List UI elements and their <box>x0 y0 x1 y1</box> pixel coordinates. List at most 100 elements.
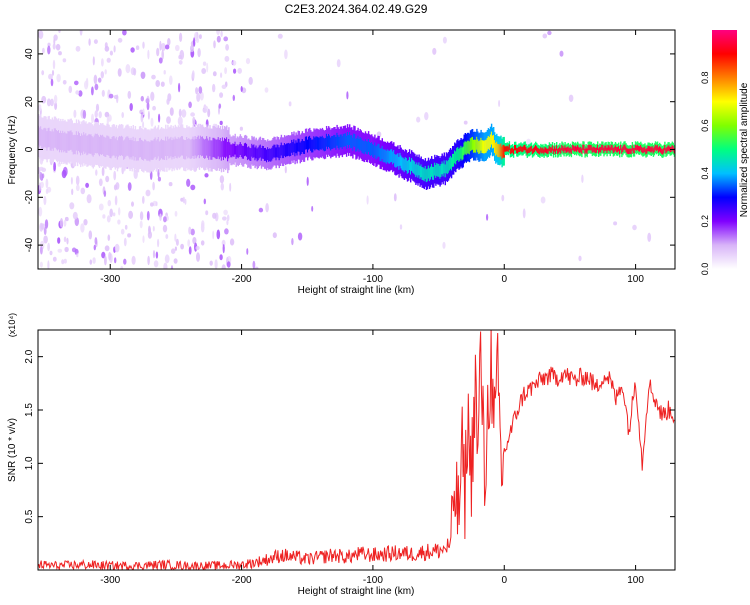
heatmap-speckle <box>41 167 47 172</box>
ridge-core <box>203 138 205 158</box>
heatmap-speckle <box>204 173 209 178</box>
ridge-core <box>370 143 372 156</box>
ridge-core <box>435 165 437 178</box>
heatmap-speckle <box>336 59 341 68</box>
ridge-core <box>549 147 552 153</box>
ridge-core <box>272 145 274 159</box>
ridge-core <box>525 147 527 153</box>
heatmap-speckle <box>49 250 53 256</box>
ridge-core <box>455 151 457 165</box>
heatmap-speckle <box>125 64 131 74</box>
ridge-core <box>381 146 383 159</box>
heatmap-speckle <box>56 73 61 83</box>
ridge-core <box>645 148 647 155</box>
ridge-core <box>340 134 342 148</box>
ridge-core <box>610 144 612 151</box>
heatmap-speckle <box>198 34 202 39</box>
ridge-core <box>323 138 326 152</box>
ridge-core <box>116 140 119 160</box>
heatmap-speckle <box>52 256 57 262</box>
ridge-core <box>628 148 630 155</box>
ridge-core <box>604 145 606 152</box>
ridge-core <box>510 148 513 154</box>
ridge-core <box>72 135 75 155</box>
ridge-core <box>142 140 144 160</box>
ridge-core <box>598 148 600 154</box>
ridge-core <box>206 136 208 156</box>
ridge-core <box>106 135 108 155</box>
x-tick-label: -200 <box>232 274 252 285</box>
ridge-core <box>582 144 584 150</box>
ridge-core <box>213 137 215 158</box>
ridge-core <box>454 150 456 164</box>
ridge-core <box>436 163 438 176</box>
ridge-core <box>141 139 143 160</box>
ridge-core <box>434 162 436 176</box>
ridge-core <box>80 136 82 156</box>
ridge-core <box>180 136 183 156</box>
ridge-core <box>234 141 236 155</box>
heatmap-speckle <box>121 112 124 118</box>
ridge-core <box>71 132 73 152</box>
ridge-core <box>594 147 597 154</box>
heatmap-speckle <box>219 92 224 98</box>
ridge-core <box>437 163 439 177</box>
ridge-core <box>577 145 579 151</box>
ridge-core <box>208 140 210 160</box>
ridge-core <box>459 147 461 161</box>
x-tick-label: -300 <box>100 575 120 586</box>
ridge-core <box>181 136 184 156</box>
ridge-core <box>255 145 257 159</box>
heatmap-speckle <box>188 226 192 235</box>
ridge-core <box>350 135 352 149</box>
ridge-core <box>374 142 376 156</box>
heatmap-speckle <box>212 83 216 93</box>
ridge-core <box>265 147 267 161</box>
ridge-core <box>481 140 483 153</box>
heatmap-speckle <box>94 237 98 245</box>
ridge-core <box>212 137 214 158</box>
heatmap-speckle <box>122 30 127 36</box>
heatmap-speckle <box>156 47 160 57</box>
ridge-core <box>635 145 638 151</box>
heatmap-speckle <box>178 108 182 117</box>
heatmap-speckle <box>191 70 195 79</box>
ridge-core <box>397 153 399 167</box>
ridge-core <box>349 132 351 145</box>
ridge-core <box>558 148 560 154</box>
ridge-core <box>662 149 664 155</box>
ridge-core <box>521 146 523 153</box>
ridge-core <box>175 138 177 158</box>
heatmap-speckle <box>129 103 133 111</box>
ridge-core <box>176 139 179 159</box>
heatmap-speckle <box>346 91 349 100</box>
ridge-core <box>139 137 142 158</box>
ridge-core <box>556 145 558 151</box>
y-tick-label: 2.0 <box>24 349 35 363</box>
x-tick-label: -300 <box>100 274 120 285</box>
heatmap-speckle <box>163 216 167 223</box>
ridge-core <box>500 143 502 157</box>
heatmap-speckle <box>47 260 50 269</box>
heatmap-speckle <box>201 220 205 228</box>
ridge-core <box>508 144 511 150</box>
ridge-core <box>104 137 106 157</box>
ridge-core <box>129 139 131 160</box>
ridge-core <box>407 159 410 173</box>
ridge-core <box>155 140 158 160</box>
heatmap-speckle <box>239 126 243 131</box>
ridge-core <box>567 146 569 152</box>
ridge-core <box>483 140 485 154</box>
ridge-core <box>640 144 642 151</box>
ridge-core <box>614 145 617 151</box>
y-tick-label: 1.0 <box>24 456 35 470</box>
ridge-core <box>371 142 373 155</box>
heatmap-speckle <box>93 39 98 44</box>
ridge-core <box>378 143 380 157</box>
ridge-core <box>274 144 276 158</box>
x-tick-label: -100 <box>363 575 383 586</box>
ridge-core <box>89 134 91 154</box>
ridge-core <box>485 139 487 153</box>
ridge-core <box>87 135 89 155</box>
